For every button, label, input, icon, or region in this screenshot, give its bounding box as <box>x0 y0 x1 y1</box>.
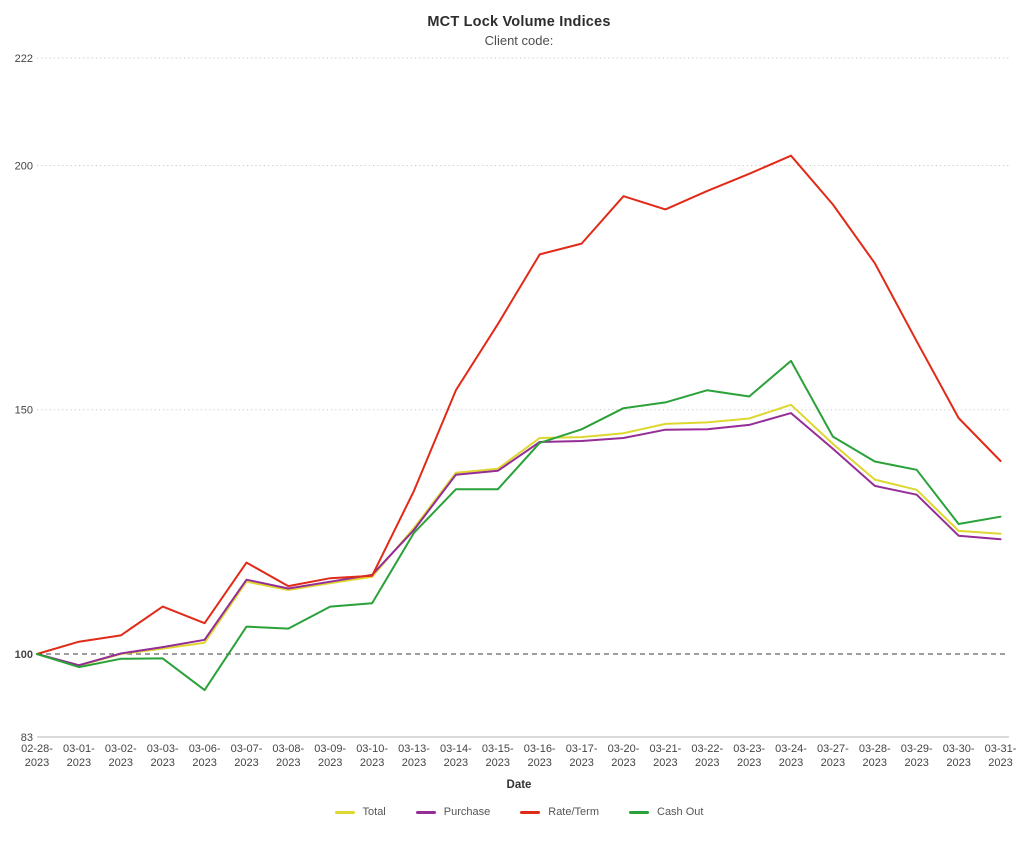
x-tick-label-03-30-2023: 03-30-2023 <box>943 743 975 769</box>
x-tick-label-03-20-2023: 03-20-2023 <box>608 743 640 769</box>
x-tick-label-03-09-2023: 03-09-2023 <box>314 743 346 769</box>
series-line-rate-term <box>36 154 1002 655</box>
chart-title: MCT Lock Volume Indices <box>427 14 611 30</box>
chart-subtitle: Client code: <box>484 33 554 48</box>
y-tick-label-83: 83 <box>21 732 33 744</box>
legend-item-rate-term[interactable]: Rate/Term <box>520 806 599 818</box>
legend-label-purchase: Purchase <box>443 806 491 818</box>
legend-label-rate-term: Rate/Term <box>548 806 599 818</box>
x-tick-label-03-31-2023: 03-31-2023 <box>985 743 1017 769</box>
legend-label-total: Total <box>362 806 386 818</box>
legend-label-cash-out: Cash Out <box>657 806 704 818</box>
x-tick-label-03-10-2023: 03-10-2023 <box>356 743 388 769</box>
y-tick-label-150: 150 <box>15 405 33 417</box>
x-tick-label-03-21-2023: 03-21-2023 <box>650 743 682 769</box>
x-tick-label-03-22-2023: 03-22-2023 <box>691 743 723 769</box>
x-tick-label-03-28-2023: 03-28-2023 <box>859 743 891 769</box>
x-tick-label-03-07-2023: 03-07-2023 <box>231 743 263 769</box>
series-line-total <box>36 403 1002 667</box>
chart-legend: Total Purchase Rate/Term Cash Out <box>21 806 1017 818</box>
y-tick-label-222: 222 <box>15 53 33 65</box>
legend-item-cash-out[interactable]: Cash Out <box>629 806 703 818</box>
x-tick-label-03-27-2023: 03-27-2023 <box>817 743 849 769</box>
x-tick-label-03-14-2023: 03-14-2023 <box>440 743 472 769</box>
legend-item-purchase[interactable]: Purchase <box>415 806 491 818</box>
x-tick-label-03-06-2023: 03-06-2023 <box>189 743 221 769</box>
x-tick-label-03-03-2023: 03-03-2023 <box>147 743 179 769</box>
x-tick-label-02-28-2023: 02-28-2023 <box>21 743 53 769</box>
x-tick-label-03-15-2023: 03-15-2023 <box>482 743 514 769</box>
y-tick-label-100: 100 <box>15 649 33 661</box>
x-tick-label-03-29-2023: 03-29-2023 <box>901 743 933 769</box>
x-tick-label-03-08-2023: 03-08-2023 <box>272 743 304 769</box>
x-tick-label-03-17-2023: 03-17-2023 <box>566 743 598 769</box>
x-axis-title: Date <box>506 779 532 791</box>
legend-swatch-purchase <box>415 810 436 814</box>
x-tick-label-03-13-2023: 03-13-2023 <box>398 743 430 769</box>
legend-swatch-total <box>334 810 355 814</box>
x-tick-label-03-24-2023: 03-24-2023 <box>775 743 807 769</box>
y-tick-label-200: 200 <box>15 160 33 172</box>
legend-swatch-rate-term <box>520 810 541 814</box>
legend-swatch-cash-out <box>629 810 649 814</box>
series-line-cash-out <box>36 359 1002 692</box>
series-line-purchase <box>36 412 1002 667</box>
x-tick-label-03-23-2023: 03-23-2023 <box>733 743 765 769</box>
x-tick-label-03-16-2023: 03-16-2023 <box>524 743 556 769</box>
x-tick-label-03-02-2023: 03-02-2023 <box>105 743 137 769</box>
legend-item-total[interactable]: Total <box>334 806 386 818</box>
x-tick-label-03-01-2023: 03-01-2023 <box>63 743 95 769</box>
